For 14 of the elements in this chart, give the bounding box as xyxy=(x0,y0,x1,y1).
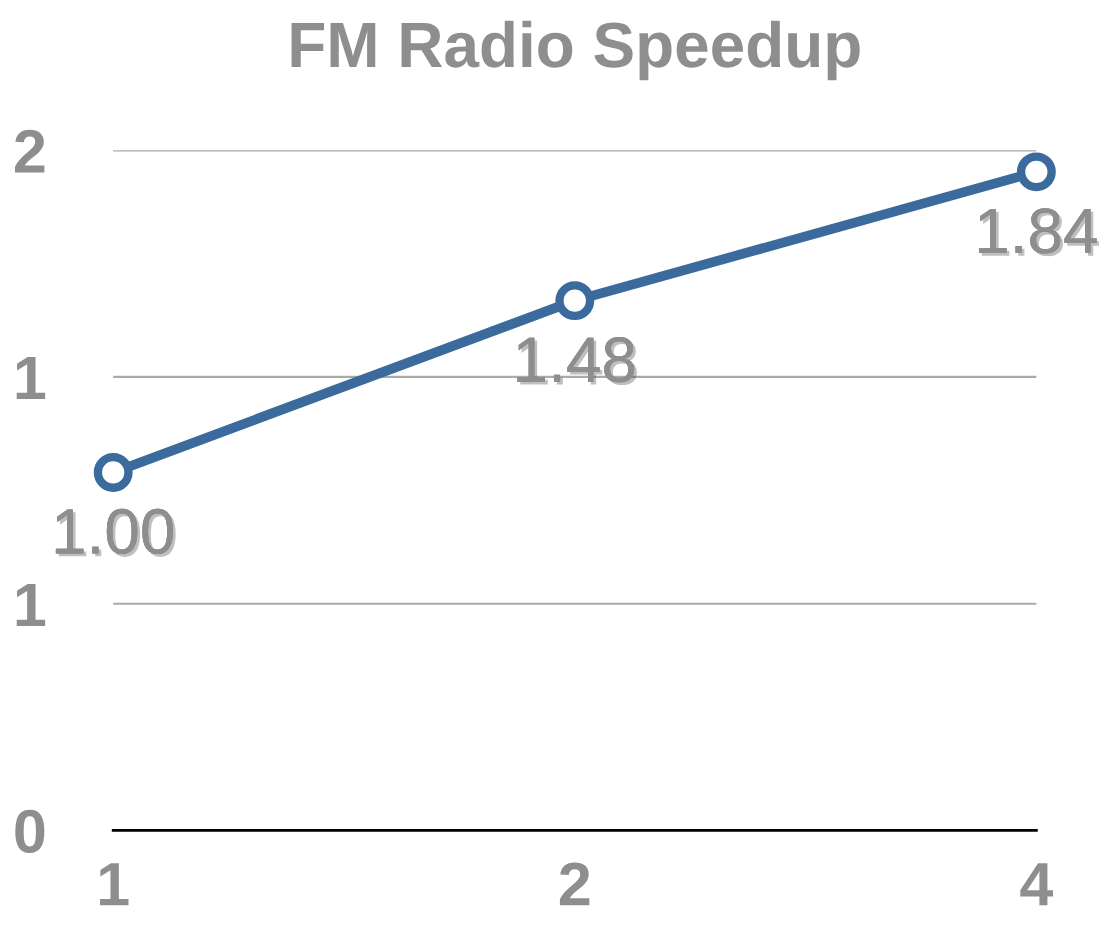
data-label: 1.84 xyxy=(979,208,1099,257)
x-tick-label: 2 xyxy=(559,862,590,906)
y-tick-label: 1 xyxy=(16,583,46,626)
data-label: 1.00 xyxy=(55,508,176,557)
data-label: 1.48 xyxy=(517,337,637,386)
point xyxy=(555,281,595,321)
y-tick-label: 2 xyxy=(14,129,45,173)
point xyxy=(93,453,133,492)
y-tick-label: 0 xyxy=(15,809,45,854)
x-tick-label: 4 xyxy=(1020,863,1054,906)
y-tick-label: 1 xyxy=(16,357,46,400)
x-tick-label: 1 xyxy=(100,863,129,906)
chart-title: FM Radio Speedup xyxy=(291,20,860,81)
point xyxy=(1016,152,1056,192)
